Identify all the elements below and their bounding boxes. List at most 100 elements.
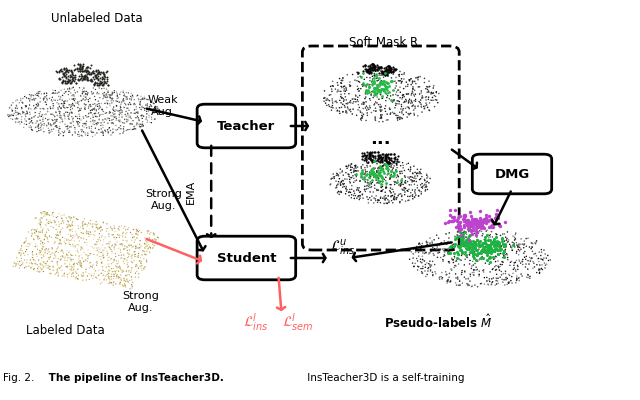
Point (31, 101, 42, 108)
Point (72, 89, 83, 95)
Point (365, 67, 376, 74)
Point (84, 236, 95, 243)
Point (341, 163, 351, 170)
Point (73, 68, 83, 74)
Point (83, 76, 93, 83)
Point (104, 110, 115, 116)
Point (388, 186, 398, 193)
Point (90, 113, 100, 120)
Point (152, 104, 163, 110)
Point (360, 167, 371, 173)
Point (95, 80, 105, 86)
Point (342, 176, 352, 182)
Point (346, 83, 356, 89)
Point (353, 168, 363, 174)
Point (328, 171, 339, 177)
Point (122, 244, 132, 250)
Point (81, 94, 91, 100)
Point (456, 247, 466, 253)
Point (391, 167, 401, 174)
Point (58, 92, 68, 99)
Point (118, 98, 128, 105)
Point (77, 68, 87, 74)
Point (111, 273, 122, 280)
Point (67, 70, 77, 76)
Point (88, 101, 98, 108)
Point (461, 234, 472, 240)
Point (73, 276, 83, 282)
Point (395, 168, 405, 175)
Point (374, 86, 385, 93)
Point (141, 243, 151, 250)
Point (22, 108, 32, 115)
Point (416, 101, 426, 108)
Point (338, 77, 348, 84)
Point (464, 282, 474, 288)
Point (83, 70, 93, 76)
Point (50, 219, 60, 226)
Point (70, 76, 80, 82)
Point (536, 249, 547, 255)
Point (389, 195, 399, 201)
Point (37, 266, 47, 272)
Point (396, 76, 406, 82)
Point (507, 274, 517, 280)
Point (94, 232, 104, 238)
Point (45, 111, 56, 118)
Point (472, 236, 482, 243)
Point (369, 84, 379, 91)
Point (520, 254, 530, 260)
Point (137, 96, 147, 102)
Point (63, 231, 74, 238)
Point (485, 247, 495, 254)
Point (458, 229, 468, 236)
Point (421, 238, 431, 244)
Point (401, 98, 412, 104)
Point (93, 235, 103, 241)
Point (67, 264, 77, 271)
Point (137, 252, 147, 258)
Point (365, 154, 375, 161)
Point (15, 247, 26, 253)
Point (397, 92, 408, 98)
Point (353, 70, 363, 76)
Point (368, 61, 378, 67)
Point (141, 251, 151, 258)
Point (381, 195, 391, 202)
Point (35, 241, 45, 247)
Point (400, 174, 410, 180)
Point (148, 245, 158, 252)
Point (45, 121, 56, 128)
Point (86, 115, 96, 122)
Point (115, 130, 125, 137)
Point (436, 240, 446, 247)
Point (119, 104, 129, 111)
Point (365, 168, 375, 175)
Point (13, 110, 24, 116)
Point (83, 130, 93, 136)
Point (115, 247, 125, 253)
Point (35, 106, 45, 112)
Point (388, 97, 399, 104)
Point (42, 123, 52, 129)
Point (472, 221, 482, 227)
Point (460, 212, 470, 219)
Point (76, 262, 86, 268)
Point (16, 251, 26, 257)
Point (124, 112, 134, 119)
Point (381, 183, 392, 189)
Point (420, 273, 431, 280)
Point (356, 74, 366, 80)
Point (353, 164, 363, 170)
Point (328, 174, 339, 180)
Point (66, 227, 76, 233)
Point (446, 246, 456, 252)
Point (75, 63, 85, 69)
Point (397, 176, 407, 182)
Point (381, 69, 392, 76)
Point (452, 243, 463, 249)
Point (484, 278, 495, 285)
Point (119, 92, 129, 99)
Point (136, 93, 146, 100)
Point (333, 173, 344, 179)
